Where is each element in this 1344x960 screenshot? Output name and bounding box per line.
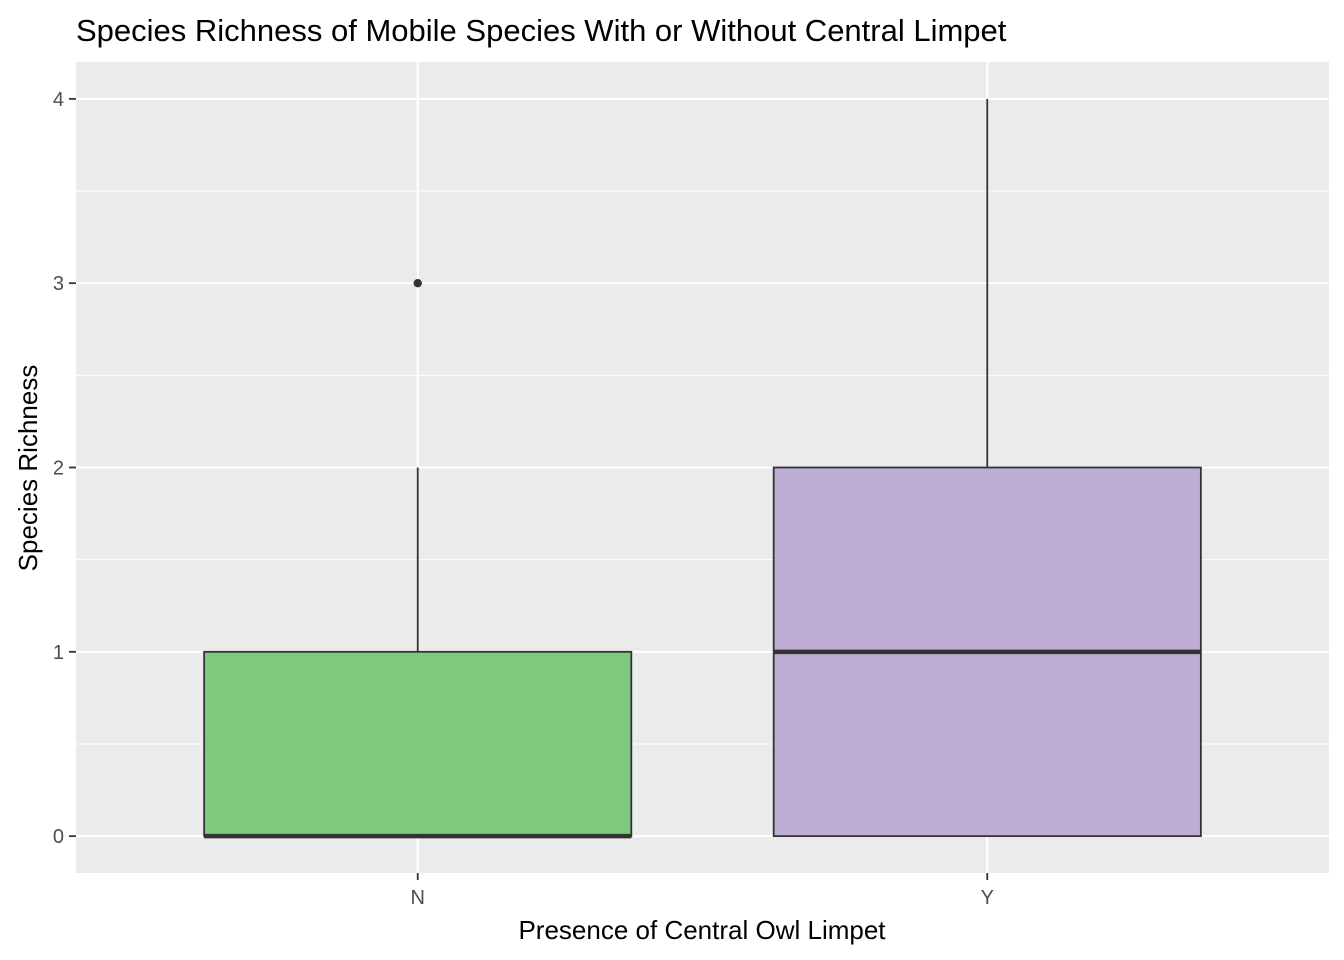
box-N <box>203 650 633 838</box>
boxes <box>203 98 1202 839</box>
y-tick-label: 4 <box>53 89 64 111</box>
y-tick-label: 2 <box>53 458 64 480</box>
axes: 0 1 2 3 4 N Y <box>53 89 994 909</box>
y-axis-title: Species Richness <box>13 365 43 572</box>
y-tick-label: 0 <box>53 826 64 848</box>
x-axis-title: Presence of Central Owl Limpet <box>518 915 886 945</box>
x-tick-label: N <box>411 887 425 909</box>
y-tick-label: 3 <box>53 273 64 295</box>
y-tick-label: 1 <box>53 642 64 664</box>
chart-title: Species Richness of Mobile Species With … <box>76 13 1007 48</box>
x-tick-label: Y <box>981 887 994 909</box>
outlier-point <box>413 278 422 288</box>
